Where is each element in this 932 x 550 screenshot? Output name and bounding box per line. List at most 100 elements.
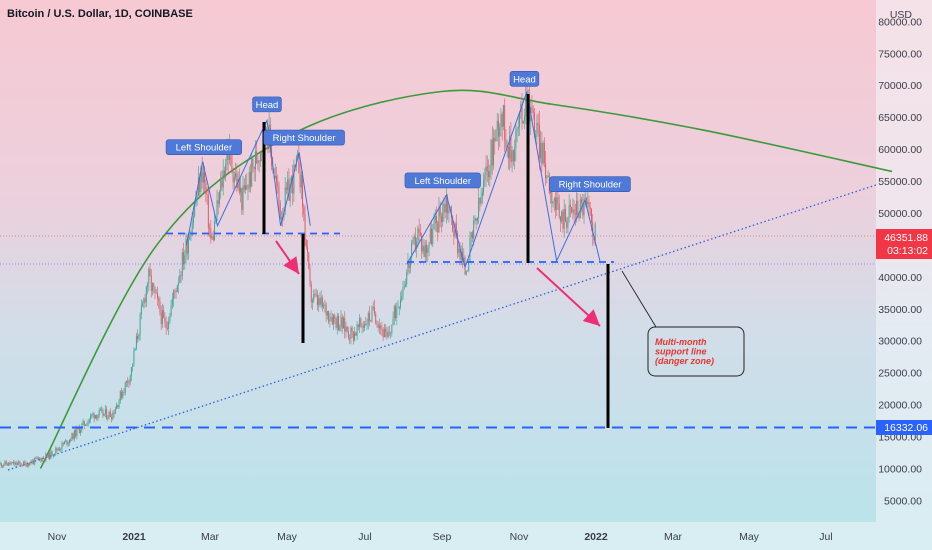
candle-body [19, 461, 21, 464]
candle-body [435, 216, 437, 223]
candle-body [416, 241, 418, 249]
candle-body [201, 167, 203, 183]
candle-body [138, 334, 140, 339]
candle-body [209, 228, 211, 229]
candle-body [175, 290, 177, 293]
candle-body [445, 198, 447, 213]
candle-body [87, 421, 89, 426]
price-axis[interactable]: USD5000.0010000.0015000.0020000.0025000.… [876, 9, 932, 507]
candle-body [469, 237, 471, 263]
candle-body [424, 244, 426, 258]
candle-body [160, 312, 162, 324]
candle-body [206, 194, 208, 195]
candle-body [158, 298, 160, 302]
head-and-shoulders-pattern-line [186, 118, 311, 246]
pattern-label-tag [263, 129, 345, 146]
candle-body [245, 185, 247, 190]
candle-body [243, 185, 245, 190]
candle-body [59, 449, 61, 450]
candle-body [466, 270, 468, 272]
candle-body [185, 239, 187, 256]
candle-body [558, 203, 560, 217]
current-price-label: 46351.88 [884, 232, 928, 244]
candle-body [11, 462, 13, 464]
candle-body [309, 268, 311, 285]
candle-body [346, 326, 348, 332]
candle-body [205, 182, 207, 195]
candle-body [403, 286, 405, 288]
candle-body [233, 177, 235, 183]
time-tick-label: Jul [358, 531, 371, 543]
candle-body [135, 335, 137, 349]
candle-body [364, 324, 366, 328]
candle-body [566, 221, 568, 228]
candle-body [0, 463, 2, 467]
candle-body [187, 239, 189, 254]
time-tick-label: May [739, 531, 760, 543]
candle-body [63, 441, 65, 445]
candle-body [422, 245, 424, 252]
candle-body [335, 318, 337, 328]
candle-body [419, 232, 421, 236]
candle-body [556, 197, 558, 210]
candle-body [152, 283, 154, 291]
candle-body [400, 299, 402, 308]
candle-body [323, 305, 325, 307]
time-tick-label: Mar [664, 531, 683, 543]
candle-body [277, 183, 279, 187]
candle-body [25, 462, 27, 467]
candle-body [417, 228, 419, 242]
candle-body [149, 268, 151, 277]
arrow-head [283, 256, 299, 274]
price-scale-currency: USD [890, 9, 913, 21]
candle-body [288, 179, 290, 201]
candle-body [259, 152, 261, 162]
candle-body [390, 332, 392, 334]
candle-body [287, 179, 289, 191]
price-tick-label: 65000.00 [878, 112, 922, 124]
candle-body [155, 292, 157, 294]
candle-body [278, 186, 280, 203]
candle-body [31, 460, 33, 464]
candle-body [145, 286, 147, 303]
candle-body [9, 462, 11, 465]
candle-body [572, 209, 574, 213]
candle-body [225, 164, 227, 178]
candle-body [93, 413, 95, 419]
candle-body [174, 290, 176, 292]
time-axis[interactable]: Nov 2021 Mar May Jul Sep Nov 2022 Mar May Jul [48, 531, 833, 543]
candle-body [471, 232, 473, 239]
candle-body [393, 306, 395, 319]
candle-body [276, 176, 278, 184]
candle-body [592, 222, 594, 237]
candle-body [411, 243, 413, 258]
candle-body [344, 317, 346, 332]
candle-body [26, 464, 28, 467]
candle-body [289, 184, 291, 201]
candle-body [321, 297, 323, 307]
candle-body [72, 433, 74, 440]
candle-body [547, 175, 549, 177]
pattern-label: Left Shoulder [176, 143, 233, 154]
price-scale-background [876, 0, 932, 522]
candle-body [579, 199, 581, 219]
candle-body [407, 262, 409, 273]
time-tick-label: Nov [48, 531, 67, 543]
candle-body [491, 139, 493, 166]
candle-body [212, 236, 214, 240]
candle-body [318, 298, 320, 306]
candle-body [111, 416, 113, 420]
candle-body [90, 415, 92, 420]
candle-body [144, 298, 146, 303]
candle-body [521, 104, 523, 124]
candle-body [194, 203, 196, 217]
pattern-label-tag [165, 139, 242, 155]
candle-body [304, 214, 306, 241]
candle-body [56, 448, 58, 451]
candle-body [438, 207, 440, 233]
candle-body [345, 326, 347, 332]
price-tick-label: 75000.00 [878, 48, 922, 60]
arrow-head [582, 309, 600, 326]
